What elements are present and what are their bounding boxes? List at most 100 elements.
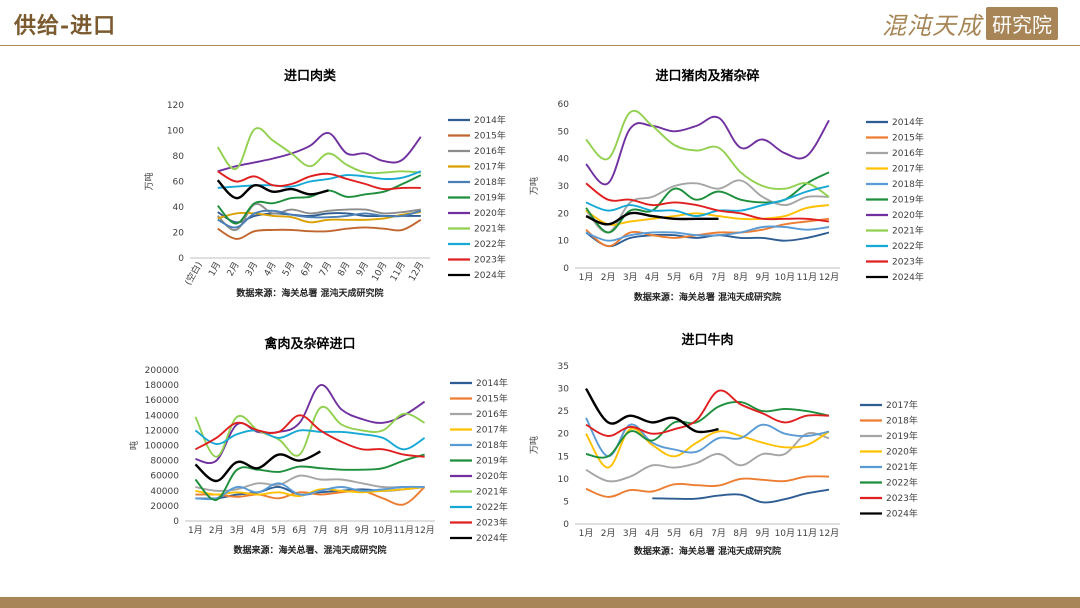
x-tick-label: 1月 (579, 272, 594, 283)
series-line-2018年 (195, 482, 425, 501)
x-tick-label: 2月 (601, 528, 616, 539)
x-tick-label: 10月 (370, 260, 390, 283)
x-tick-label: 4月 (262, 260, 279, 278)
chart-title: 禽肉及杂碎进口 (263, 336, 355, 352)
y-tick-label: 120000 (145, 426, 180, 436)
legend-item: 2021年 (474, 223, 506, 235)
chart-title: 进口牛肉 (681, 332, 733, 348)
y-tick-label: 120 (167, 101, 184, 111)
legend-item: 2020年 (474, 207, 506, 219)
legend-item: 2024年 (892, 271, 924, 283)
x-tick-label: 12月 (407, 260, 427, 283)
chart-title: 进口猪肉及猪杂碎 (655, 68, 759, 84)
x-tick-label: 1月 (579, 528, 594, 539)
x-tick-label: 3月 (623, 528, 638, 539)
y-axis-label: 万吨 (528, 177, 540, 195)
legend-item: 2018年 (474, 176, 506, 188)
y-tick-label: 20 (558, 209, 570, 219)
y-tick-label: 40 (558, 155, 570, 165)
legend-item: 2015年 (476, 393, 508, 405)
y-tick-label: 0 (563, 520, 569, 530)
y-tick-label: 20 (173, 229, 185, 239)
x-tick-label: 12月 (819, 272, 839, 283)
y-axis-label: 吨 (128, 441, 140, 450)
x-tick-label: 7月 (711, 272, 726, 283)
series-line-2023年 (585, 389, 830, 437)
legend-item: 2014年 (476, 377, 508, 389)
y-tick-label: 35 (558, 362, 569, 372)
series-line-2022年 (585, 185, 830, 218)
y-tick-label: 10 (558, 475, 570, 485)
legend-item: 2023年 (474, 254, 506, 266)
series-line-2024年 (585, 211, 719, 226)
series-line-2016年 (195, 474, 425, 492)
y-tick-label: 0 (178, 254, 184, 264)
y-tick-label: 0 (173, 517, 179, 527)
x-tick-label: 12月 (819, 528, 839, 539)
x-tick-label: 9月 (354, 260, 371, 278)
y-tick-label: 0 (563, 264, 569, 274)
company-logo: 混沌天成 研究院 (882, 6, 1058, 40)
x-tick-label: 8月 (733, 272, 748, 283)
legend-item: 2021年 (886, 461, 918, 473)
legend-item: 2020年 (476, 470, 508, 482)
x-tick-label: 11月 (388, 260, 408, 283)
x-tick-label: 3月 (243, 260, 260, 278)
series-line-2017年 (652, 488, 830, 504)
y-tick-label: 80000 (150, 457, 179, 467)
legend-item: 2019年 (886, 430, 918, 442)
y-tick-label: 60 (558, 100, 570, 110)
x-tick-label: 5月 (280, 260, 297, 278)
y-tick-label: 160000 (145, 396, 180, 406)
x-tick-label: 3月 (230, 525, 245, 536)
series-line-2019年 (194, 453, 425, 501)
y-tick-label: 100000 (145, 442, 180, 452)
x-tick-label: 5月 (667, 528, 682, 539)
x-tick-label: 8月 (336, 260, 353, 278)
series-line-2018年 (217, 209, 422, 229)
logo-script: 混沌天成 (882, 11, 982, 40)
x-tick-label: 11月 (797, 528, 817, 539)
legend-item: 2022年 (886, 477, 918, 489)
series-line-2023年 (217, 170, 421, 191)
x-tick-label: 9月 (355, 525, 370, 536)
x-tick-label: 6月 (292, 525, 307, 536)
series-line-2019年 (585, 432, 830, 483)
series-line-2021年 (216, 127, 421, 175)
y-tick-label: 40000 (150, 487, 179, 497)
legend-item: 2023年 (892, 256, 924, 268)
x-tick-label: 2月 (209, 525, 224, 536)
legend-item: 2017年 (886, 399, 918, 411)
source-note: 数据来源：海关总署、混沌天成研究院 (233, 544, 386, 556)
legend-item: 2024年 (474, 269, 506, 281)
x-tick-label: 1月 (188, 525, 203, 536)
x-tick-label: 11月 (394, 525, 414, 536)
y-tick-label: 80 (173, 152, 185, 162)
series-line-2021年 (585, 109, 830, 198)
y-tick-label: 5 (563, 497, 569, 507)
x-tick-label: 3月 (623, 272, 638, 283)
y-tick-label: 60 (173, 178, 185, 188)
series-line-2023年 (194, 414, 425, 458)
legend-item: 2021年 (476, 486, 508, 498)
header-divider (0, 45, 1080, 46)
legend-item: 2022年 (476, 501, 508, 513)
y-axis-label: 万吨 (143, 172, 155, 190)
legend-item: 2014年 (892, 116, 924, 128)
series-line-2018年 (585, 475, 830, 498)
legend-item: 2024年 (886, 508, 918, 520)
legend-item: 2023年 (476, 517, 508, 529)
x-tick-label: 8月 (334, 525, 349, 536)
x-tick-label: 7月 (711, 528, 726, 539)
series-line-2020年 (217, 132, 422, 173)
series-line-2024年 (194, 450, 321, 483)
x-tick-label: 10月 (775, 272, 795, 283)
x-tick-label: 9月 (755, 528, 770, 539)
legend-item: 2018年 (886, 415, 918, 427)
legend-item: 2016年 (892, 147, 924, 159)
y-tick-label: 140000 (145, 411, 180, 421)
legend-item: 2015年 (892, 132, 924, 144)
y-tick-label: 10 (558, 237, 570, 247)
